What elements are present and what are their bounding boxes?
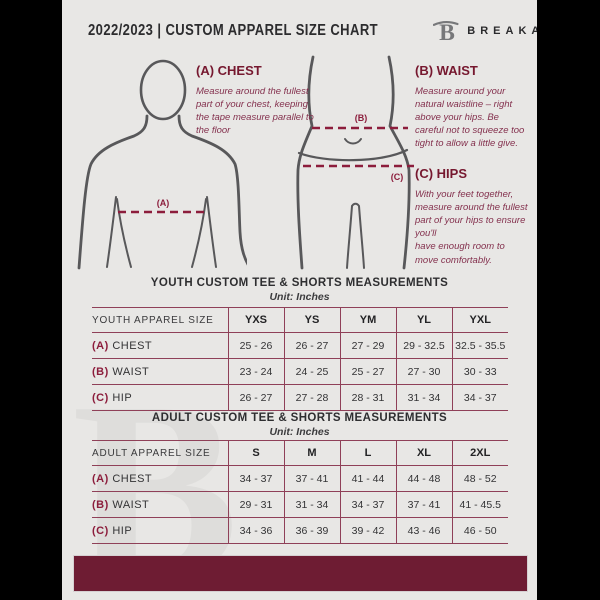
row-label: (C) HIP (92, 384, 228, 411)
row-label: (B) WAIST (92, 491, 228, 518)
adult-header-row: ADULT APPAREL SIZE S M L XL 2XL (92, 440, 508, 466)
cell: 30 - 33 (451, 358, 508, 385)
cell: 34 - 37 (451, 384, 508, 411)
brand-lockup: B BREAKAWAY (433, 16, 537, 46)
cell: 31 - 34 (395, 384, 452, 411)
youth-hip-row: (C) HIP 26 - 27 27 - 28 28 - 31 31 - 34 … (92, 384, 508, 411)
cell: 29 - 32.5 (395, 332, 452, 359)
row-prefix: (B) (92, 498, 109, 511)
row-label: (C) HIP (92, 517, 228, 544)
hips-line-label: (C) (391, 172, 404, 182)
row-prefix: (A) (92, 339, 109, 352)
waist-guide: (B) WAIST Measure around your natural wa… (415, 63, 529, 151)
chest-line-label: (A) (157, 198, 170, 208)
cell: 34 - 37 (339, 491, 396, 518)
cell: 24 - 25 (283, 358, 340, 385)
row-name: WAIST (112, 365, 150, 378)
waist-instructions: Measure around your natural waistline – … (415, 86, 525, 150)
cell: 26 - 27 (283, 332, 340, 359)
adult-waist-row: (B) WAIST 29 - 31 31 - 34 34 - 37 37 - 4… (92, 491, 508, 518)
row-prefix: (C) (92, 524, 109, 537)
chest-heading: (A) CHEST (196, 63, 262, 78)
size-header-ys: YS (283, 307, 340, 333)
cell: 41 - 45.5 (451, 491, 508, 518)
cell: 37 - 41 (395, 491, 452, 518)
footer-accent-bar (73, 555, 528, 592)
size-chart-document: B 2022/2023 | CUSTOM APPAREL SIZE CHART … (62, 0, 537, 600)
row-prefix: (A) (92, 472, 109, 485)
cell: 37 - 41 (283, 465, 340, 492)
row-prefix: (B) (92, 365, 109, 378)
cell: 25 - 26 (227, 332, 284, 359)
youth-size-table: YOUTH APPAREL SIZE YXS YS YM YL YXL (A) … (92, 307, 508, 411)
cell: 28 - 31 (339, 384, 396, 411)
cell: 29 - 31 (227, 491, 284, 518)
cell: 41 - 44 (339, 465, 396, 492)
row-label: (B) WAIST (92, 358, 228, 385)
cell: 27 - 28 (283, 384, 340, 411)
row-name: CHEST (112, 472, 153, 485)
row-name: HIP (112, 391, 133, 404)
youth-table-unit: Unit: Inches (269, 291, 330, 303)
brand-name: BREAKAWAY (467, 25, 537, 37)
cell: 25 - 27 (339, 358, 396, 385)
chest-instructions: Measure around the fullest part of your … (196, 86, 314, 137)
adult-hip-row: (C) HIP 34 - 36 36 - 39 39 - 42 43 - 46 … (92, 517, 508, 544)
cell: 34 - 37 (227, 465, 284, 492)
header: 2022/2023 | CUSTOM APPAREL SIZE CHART B … (88, 16, 537, 46)
size-header-m: M (283, 440, 340, 466)
row-label: (A) CHEST (92, 465, 228, 492)
size-header-yxs: YXS (227, 307, 284, 333)
svg-text:B: B (439, 20, 455, 46)
hips-diagram: (B) (C) (296, 55, 414, 270)
youth-chest-row: (A) CHEST 25 - 26 26 - 27 27 - 29 29 - 3… (92, 332, 508, 359)
waist-heading: (B) WAIST (415, 63, 478, 78)
youth-waist-row: (B) WAIST 23 - 24 24 - 25 25 - 27 27 - 3… (92, 358, 508, 385)
chest-guide: (A) CHEST Measure around the fullest par… (196, 63, 314, 137)
cell: 27 - 29 (339, 332, 396, 359)
adult-table-unit: Unit: Inches (269, 426, 330, 438)
breakaway-b-logo-icon: B (433, 20, 459, 46)
adult-table-title: ADULT CUSTOM TEE & SHORTS MEASUREMENTS (151, 412, 448, 424)
size-header-s: S (227, 440, 284, 466)
cell: 43 - 46 (395, 517, 452, 544)
cell: 48 - 52 (451, 465, 508, 492)
adult-chest-row: (A) CHEST 34 - 37 37 - 41 41 - 44 44 - 4… (92, 465, 508, 492)
cell: 26 - 27 (227, 384, 284, 411)
size-header-yxl: YXL (451, 307, 508, 333)
hips-guide: (C) HIPS With your feet together, measur… (415, 166, 529, 267)
torso-diagram: (A) (77, 59, 247, 270)
cell: 39 - 42 (339, 517, 396, 544)
row-name: CHEST (112, 339, 153, 352)
youth-size-col-header: YOUTH APPAREL SIZE (92, 307, 228, 333)
cell: 34 - 36 (227, 517, 284, 544)
cell: 44 - 48 (395, 465, 452, 492)
adult-size-col-header: ADULT APPAREL SIZE (92, 440, 228, 466)
cell: 32.5 - 35.5 (451, 332, 508, 359)
row-prefix: (C) (92, 391, 109, 404)
size-header-2xl: 2XL (451, 440, 508, 466)
adult-size-table: ADULT APPAREL SIZE S M L XL 2XL (A) CHES… (92, 440, 508, 544)
youth-header-row: YOUTH APPAREL SIZE YXS YS YM YL YXL (92, 307, 508, 333)
row-name: HIP (112, 524, 133, 537)
page-title: 2022/2023 | CUSTOM APPAREL SIZE CHART (88, 22, 379, 39)
hips-instructions: With your feet together, measure around … (415, 189, 528, 266)
cell: 31 - 34 (283, 491, 340, 518)
size-header-yl: YL (395, 307, 452, 333)
size-header-l: L (339, 440, 396, 466)
cell: 23 - 24 (227, 358, 284, 385)
row-name: WAIST (112, 498, 150, 511)
cell: 27 - 30 (395, 358, 452, 385)
row-label: (A) CHEST (92, 332, 228, 359)
size-header-xl: XL (395, 440, 452, 466)
cell: 36 - 39 (283, 517, 340, 544)
cell: 46 - 50 (451, 517, 508, 544)
waist-line-label: (B) (355, 113, 368, 123)
hips-heading: (C) HIPS (415, 166, 467, 181)
youth-table-title: YOUTH CUSTOM TEE & SHORTS MEASUREMENTS (150, 277, 449, 289)
size-header-ym: YM (339, 307, 396, 333)
